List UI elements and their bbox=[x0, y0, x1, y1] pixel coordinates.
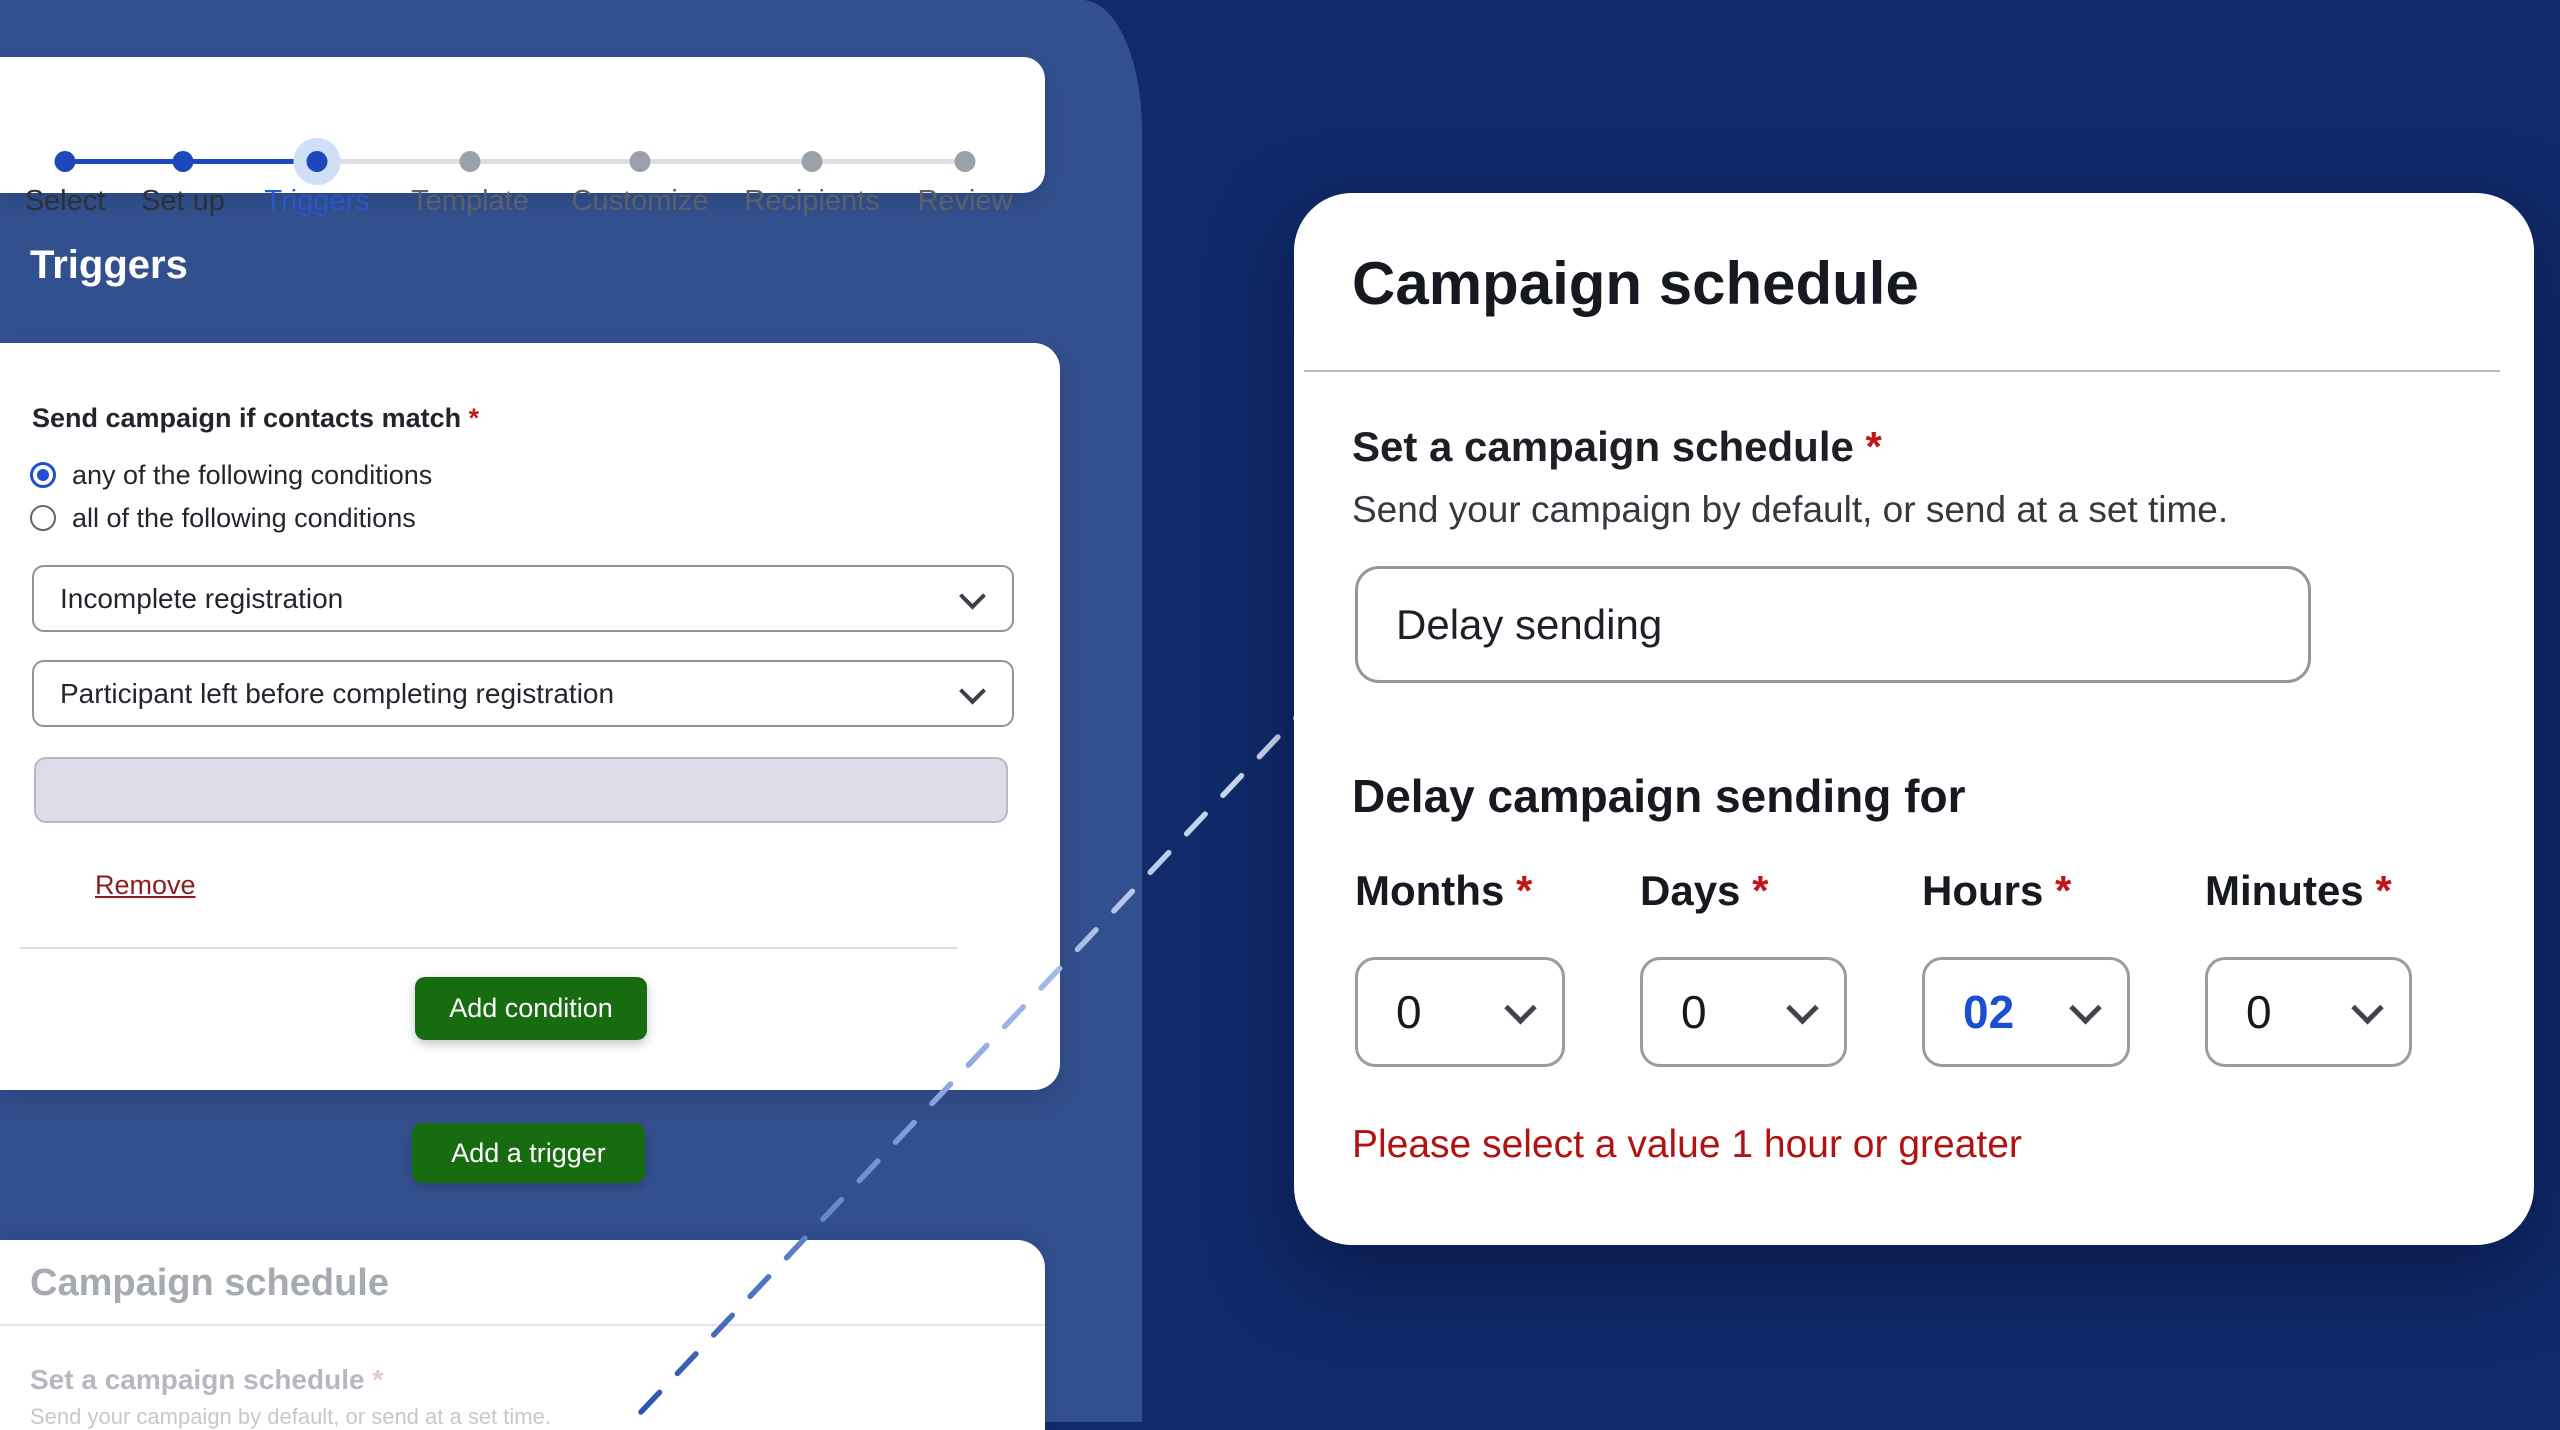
months-label-text: Months bbox=[1355, 867, 1505, 914]
required-asterisk: * bbox=[1865, 423, 1882, 470]
schedule-card-divider bbox=[1304, 370, 2500, 372]
step-label-select[interactable]: Select bbox=[24, 185, 106, 217]
preview-set-schedule-label: Set a campaign schedule * bbox=[30, 1364, 383, 1396]
chevron-down-icon bbox=[1504, 991, 1537, 1025]
hours-select[interactable]: 02 bbox=[1922, 957, 2130, 1067]
radio-any-label: any of the following conditions bbox=[72, 459, 433, 490]
match-conditions-text: Send campaign if contacts match bbox=[32, 403, 462, 433]
minutes-label-text: Minutes bbox=[2205, 867, 2364, 914]
step-label-customize[interactable]: Customize bbox=[571, 185, 709, 217]
chevron-down-icon bbox=[2069, 991, 2102, 1025]
hours-error-message: Please select a value 1 hour or greater bbox=[1352, 1123, 2022, 1166]
minutes-label: Minutes * bbox=[2205, 867, 2392, 915]
preview-divider bbox=[0, 1324, 1045, 1326]
step-dot-recipients[interactable] bbox=[801, 151, 823, 172]
set-schedule-text: Set a campaign schedule bbox=[1352, 423, 1854, 470]
preview-description: Send your campaign by default, or send a… bbox=[30, 1404, 551, 1429]
condition-type-value: Incomplete registration bbox=[60, 582, 344, 614]
delay-sending-heading: Delay campaign sending for bbox=[1352, 770, 1966, 822]
step-dot-customize[interactable] bbox=[629, 151, 651, 172]
hours-label-text: Hours bbox=[1922, 867, 2044, 914]
triggers-section-heading: Triggers bbox=[30, 243, 188, 287]
months-select[interactable]: 0 bbox=[1355, 957, 1565, 1067]
step-label-review[interactable]: Review bbox=[917, 185, 1013, 217]
trigger-conditions-card: Send campaign if contacts match * any of… bbox=[0, 343, 1060, 1090]
schedule-description: Send your campaign by default, or send a… bbox=[1352, 489, 2229, 530]
step-label-triggers[interactable]: Triggers bbox=[264, 185, 370, 217]
campaign-schedule-preview-card: Campaign schedule Set a campaign schedul… bbox=[0, 1240, 1045, 1430]
radio-all-label: all of the following conditions bbox=[72, 502, 416, 533]
minutes-value: 0 bbox=[2246, 986, 2272, 1038]
radio-all-button[interactable] bbox=[30, 505, 56, 531]
condition-detail-value: Participant left before completing regis… bbox=[60, 677, 615, 709]
step-label-template[interactable]: Template bbox=[411, 185, 529, 217]
preview-required-asterisk: * bbox=[372, 1364, 384, 1395]
radio-option-all[interactable]: all of the following conditions bbox=[30, 503, 416, 533]
days-value: 0 bbox=[1681, 986, 1707, 1038]
add-trigger-button[interactable]: Add a trigger bbox=[412, 1123, 645, 1183]
days-select[interactable]: 0 bbox=[1640, 957, 1847, 1067]
radio-any-button[interactable] bbox=[30, 462, 56, 488]
schedule-card-title: Campaign schedule bbox=[1352, 250, 1919, 317]
condition-type-select[interactable]: Incomplete registration bbox=[32, 565, 1014, 632]
chevron-down-icon bbox=[959, 677, 986, 705]
send-option-select[interactable]: Delay sending bbox=[1355, 566, 2311, 683]
chevron-down-icon bbox=[1786, 991, 1819, 1025]
set-schedule-label: Set a campaign schedule * bbox=[1352, 423, 1882, 471]
required-asterisk: * bbox=[2375, 867, 2392, 914]
wizard-stepper: Select Set up Triggers Template Customiz… bbox=[0, 57, 1045, 217]
preview-set-schedule-text: Set a campaign schedule bbox=[30, 1364, 365, 1395]
step-dot-setup[interactable] bbox=[172, 151, 194, 172]
condition-detail-select[interactable]: Participant left before completing regis… bbox=[32, 660, 1014, 727]
chevron-down-icon bbox=[2351, 991, 2384, 1025]
chevron-down-icon bbox=[959, 582, 986, 610]
match-conditions-label: Send campaign if contacts match * bbox=[32, 403, 479, 434]
step-dot-select[interactable] bbox=[54, 151, 76, 172]
campaign-schedule-card: Campaign schedule Set a campaign schedul… bbox=[1294, 193, 2534, 1245]
stepper-track bbox=[65, 159, 965, 164]
hours-label: Hours * bbox=[1922, 867, 2071, 915]
step-dot-triggers[interactable] bbox=[306, 151, 328, 172]
conditions-divider bbox=[20, 947, 958, 949]
required-asterisk: * bbox=[2055, 867, 2072, 914]
minutes-select[interactable]: 0 bbox=[2205, 957, 2412, 1067]
step-dot-review[interactable] bbox=[954, 151, 976, 172]
step-label-recipients[interactable]: Recipients bbox=[744, 185, 880, 217]
required-asterisk: * bbox=[468, 403, 480, 433]
empty-disabled-input bbox=[34, 757, 1008, 823]
months-value: 0 bbox=[1396, 986, 1422, 1038]
radio-option-any[interactable]: any of the following conditions bbox=[30, 460, 432, 490]
required-asterisk: * bbox=[1752, 867, 1769, 914]
hours-value: 02 bbox=[1963, 986, 2015, 1038]
months-label: Months * bbox=[1355, 867, 1532, 915]
send-option-value: Delay sending bbox=[1396, 600, 1663, 648]
add-condition-button[interactable]: Add condition bbox=[415, 977, 647, 1040]
step-dot-template[interactable] bbox=[459, 151, 481, 172]
required-asterisk: * bbox=[1515, 867, 1533, 914]
preview-title: Campaign schedule bbox=[30, 1262, 389, 1304]
remove-condition-link[interactable]: Remove bbox=[95, 870, 196, 900]
days-label: Days * bbox=[1640, 867, 1768, 915]
step-label-setup[interactable]: Set up bbox=[141, 185, 225, 217]
days-label-text: Days bbox=[1640, 867, 1741, 914]
